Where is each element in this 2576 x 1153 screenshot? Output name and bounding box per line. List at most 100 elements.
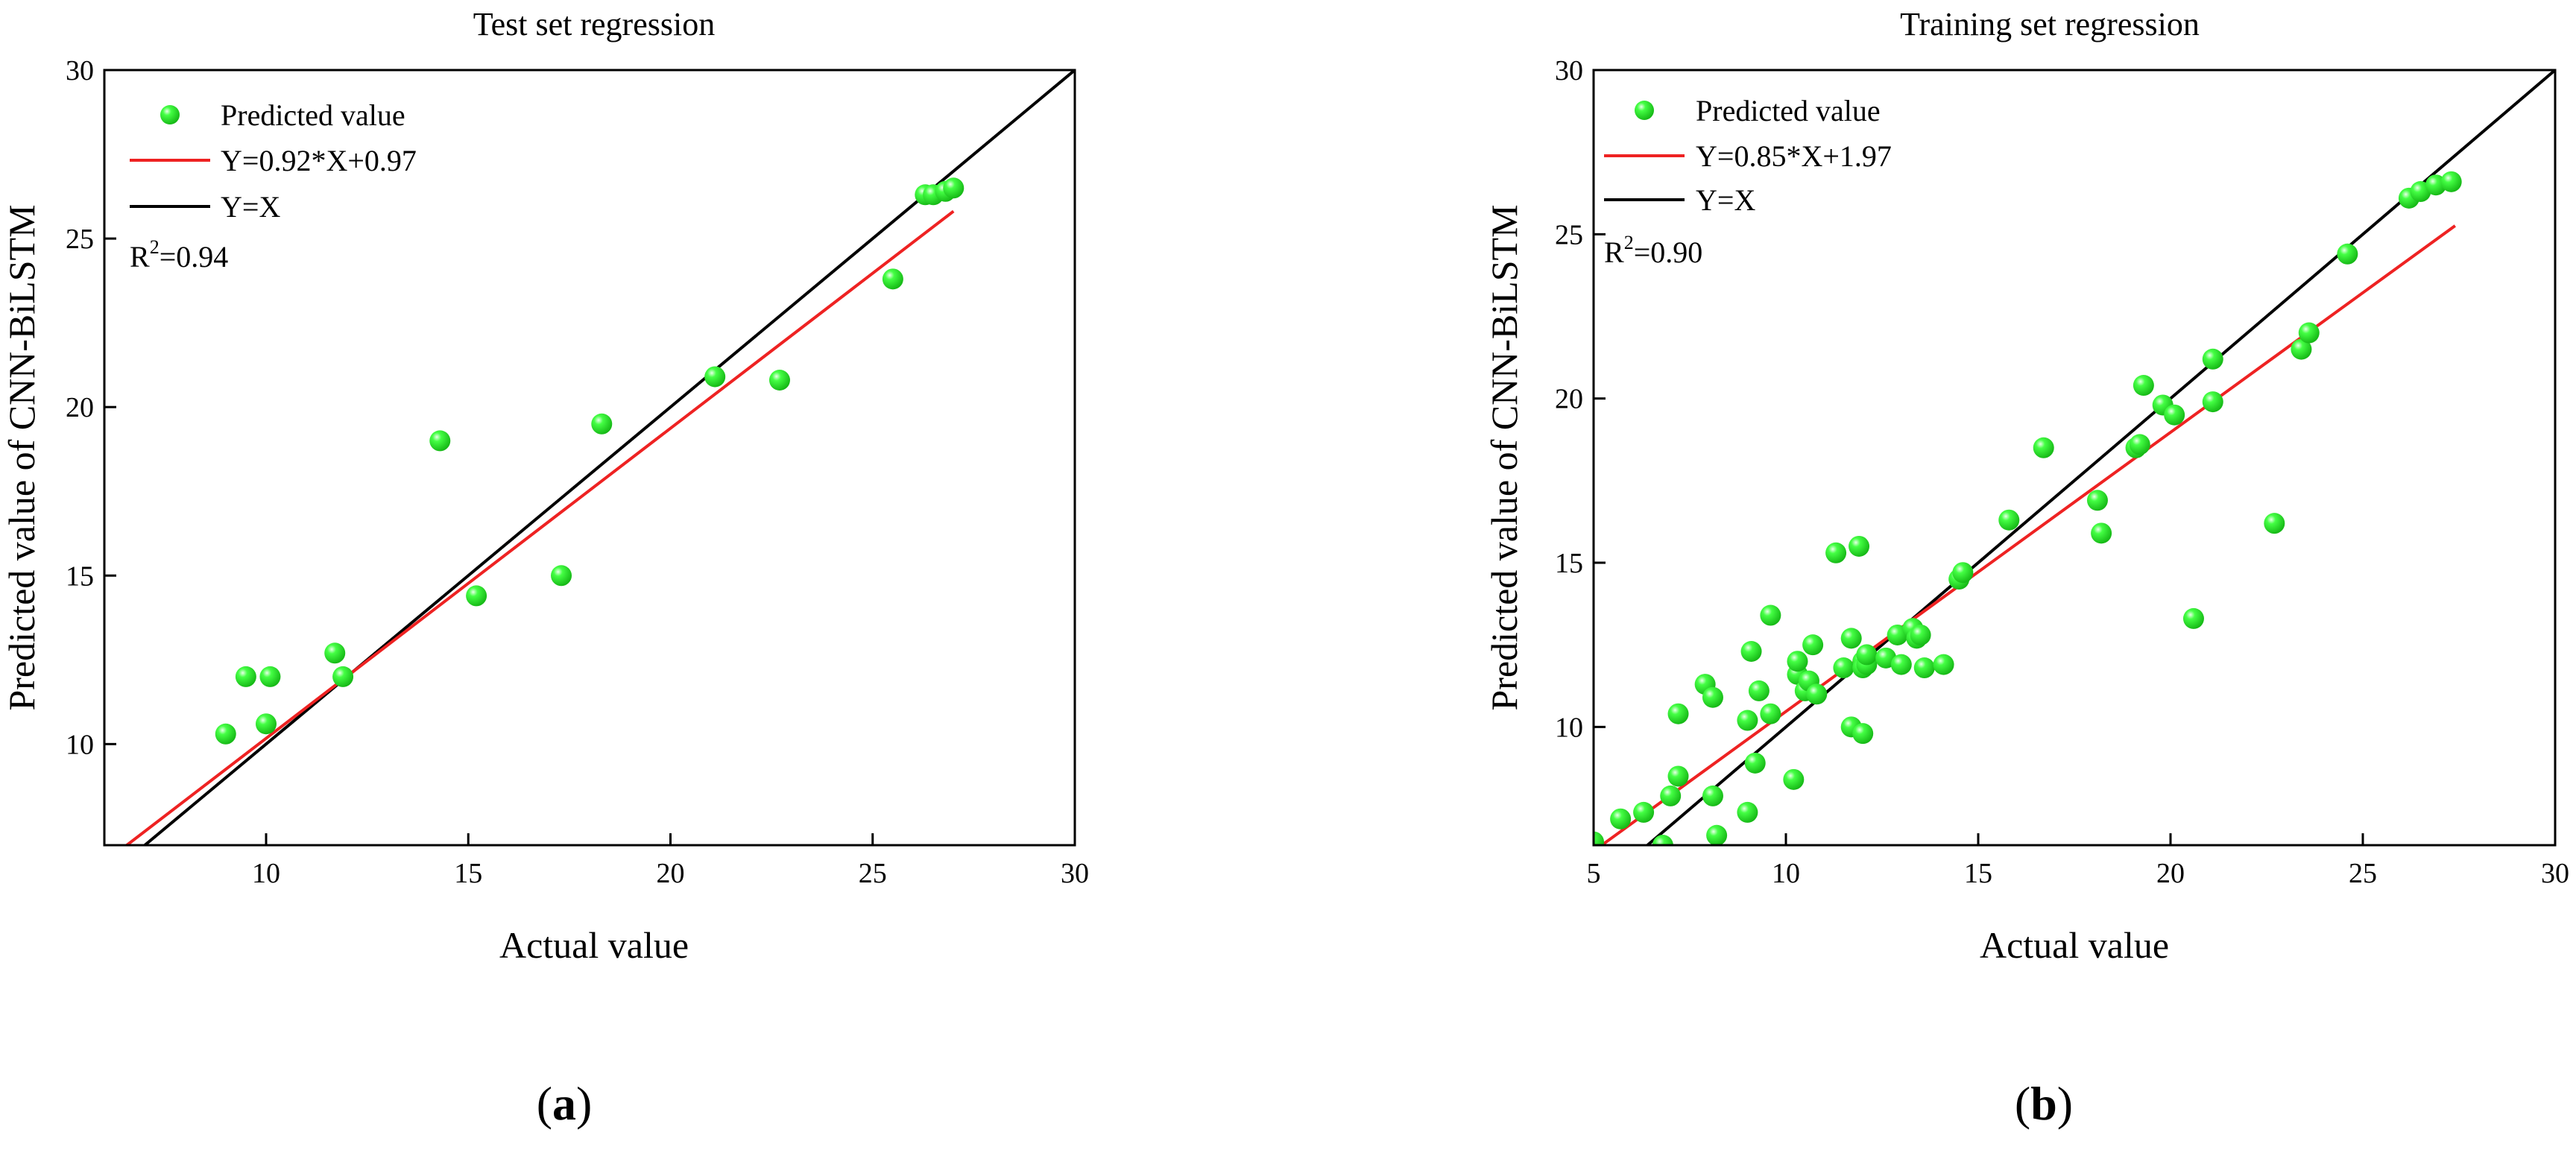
chart-b-r2-prefix: R <box>1604 236 1624 269</box>
chart-b-data-point <box>1783 768 1805 790</box>
chart-b-data-point <box>1702 785 1723 806</box>
chart-a-data-point <box>215 723 236 745</box>
chart-a-x-tick-label: 30 <box>1061 858 1089 889</box>
chart-b-data-point <box>2129 434 2150 455</box>
subfigure-b-close: ) <box>2057 1077 2073 1130</box>
chart-a-data-point <box>256 713 277 735</box>
chart-b-data-point <box>1840 628 1862 649</box>
chart-b-y-tick-label: 15 <box>1555 548 1583 579</box>
chart-b-data-point <box>1787 651 1808 672</box>
chart-a-y-label: Predicted value of CNN-BiLSTM <box>1 204 42 710</box>
chart-a-x-tick-label: 25 <box>859 858 887 889</box>
chart-b-data-point <box>1667 765 1689 787</box>
chart-b-data-point <box>1760 703 1781 724</box>
subfigure-label-b: (b) <box>2015 1077 2073 1130</box>
chart-b-x-tick-label: 30 <box>2541 858 2569 889</box>
chart-b-data-point <box>2182 607 2204 629</box>
chart-b-data-point <box>1667 703 1689 724</box>
chart-a-plot-area <box>124 70 1075 845</box>
chart-b-y-tick-label: 25 <box>1555 219 1583 250</box>
chart-b-x-tick-label: 5 <box>1587 858 1601 889</box>
chart-b-data-point <box>2033 437 2054 458</box>
subfigure-a-letter: a <box>552 1077 576 1130</box>
chart-b-plot-area <box>1594 70 2555 845</box>
chart-b-data-point <box>1652 835 1673 845</box>
chart-a-data-point <box>466 585 487 607</box>
chart-a-legend: Predicted value Y=0.92*X+0.97 Y=X R2=0.9… <box>130 98 417 274</box>
chart-b-fit-line <box>1599 224 2457 845</box>
chart-a-fit-line <box>124 209 955 845</box>
chart-b-data-point <box>2298 322 2320 344</box>
chart-b-y-ticks: 10 15 20 25 30 <box>1555 55 1606 743</box>
chart-b-data-point <box>1852 723 1874 745</box>
chart-b-data-point <box>2164 404 2185 426</box>
chart-b-data-point <box>1802 634 1824 656</box>
chart-b-data-point <box>1910 624 1931 645</box>
chart-a-r2-superscript: 2 <box>150 236 160 258</box>
legend-b-predicted-marker <box>1635 101 1654 120</box>
chart-a-y-tick-label: 10 <box>66 729 94 760</box>
subfigure-a-close: ) <box>576 1077 592 1130</box>
chart-b-data-point <box>2133 375 2154 397</box>
chart-b-data-point <box>2202 348 2223 370</box>
panel-a: Test set regression 10 15 20 25 30 10 15 20 25 3… <box>1 6 1089 1130</box>
chart-b-x-ticks: 5 10 15 20 25 30 <box>1587 833 2569 889</box>
chart-b-data-point <box>1760 604 1781 626</box>
chart-b-data-point <box>1890 654 1912 675</box>
chart-b-r2-superscript: 2 <box>1624 232 1634 253</box>
chart-a-data-point <box>943 177 965 199</box>
chart-b-data-point <box>2086 490 2108 511</box>
chart-b-data-point <box>1856 644 1878 666</box>
subfigure-label-a: (a) <box>537 1077 593 1130</box>
chart-a-x-tick-label: 20 <box>657 858 685 889</box>
chart-a-data-point <box>324 642 346 664</box>
chart-b-data-point <box>1849 535 1870 557</box>
chart-b-x-tick-label: 10 <box>1772 858 1800 889</box>
legend-a-predicted-label: Predicted value <box>221 98 405 132</box>
chart-a-x-tick-label: 10 <box>252 858 280 889</box>
chart-b-title: Training set regression <box>1900 6 2200 42</box>
chart-a-y-tick-label: 20 <box>66 392 94 423</box>
subfigure-a-open: ( <box>537 1077 552 1130</box>
chart-a-x-ticks: 10 15 20 25 30 <box>252 833 1089 889</box>
chart-a-x-label: Actual value <box>499 924 689 966</box>
chart-a-data-point <box>332 666 354 687</box>
chart-b-data-point <box>1744 752 1766 774</box>
chart-b-r2-annotation: R2=0.90 <box>1604 232 1702 269</box>
chart-b-data-point <box>1737 801 1758 823</box>
chart-b-data-point <box>1933 654 1954 675</box>
chart-a-r2-value: =0.94 <box>160 240 229 274</box>
chart-b-data-point <box>1833 657 1854 679</box>
legend-a-predicted-marker <box>160 105 180 124</box>
chart-b-data-point <box>1740 641 1762 662</box>
chart-a-data-point <box>551 565 572 587</box>
chart-a-data-point <box>591 413 613 435</box>
chart-a-r2-annotation: R2=0.94 <box>130 236 228 274</box>
chart-b-data-point <box>1998 509 2020 531</box>
chart-a-data-point <box>768 370 790 391</box>
legend-a-identity-label: Y=X <box>221 190 280 224</box>
chart-a-y-ticks: 10 15 20 25 30 <box>66 55 116 760</box>
chart-a-y-tick-label: 30 <box>66 55 94 86</box>
legend-b-predicted-label: Predicted value <box>1696 94 1881 127</box>
chart-a-frame <box>103 69 1076 847</box>
chart-a-data-point <box>882 268 903 290</box>
chart-b-data-point <box>1913 657 1935 679</box>
chart-a-y-tick-label: 25 <box>66 224 94 255</box>
subfigure-b-letter: b <box>2030 1077 2057 1130</box>
chart-a-y-tick-label: 15 <box>66 560 94 592</box>
chart-b-x-label: Actual value <box>1980 924 2169 966</box>
chart-b-x-tick-label: 15 <box>1964 858 1992 889</box>
chart-a-data-point <box>259 666 281 687</box>
legend-b-fit-label: Y=0.85*X+1.97 <box>1696 139 1892 173</box>
chart-a-x-tick-label: 15 <box>454 858 482 889</box>
legend-b-identity-label: Y=X <box>1696 183 1755 217</box>
chart-b-data-point <box>1702 686 1723 708</box>
chart-b-data-point <box>1825 542 1847 563</box>
chart-b-r2-value: =0.90 <box>1634 236 1703 269</box>
chart-a-data-point <box>429 430 451 452</box>
chart-b-data-point <box>1706 824 1728 845</box>
chart-b-data-point <box>1806 683 1828 705</box>
chart-b-y-tick-label: 30 <box>1555 55 1583 86</box>
